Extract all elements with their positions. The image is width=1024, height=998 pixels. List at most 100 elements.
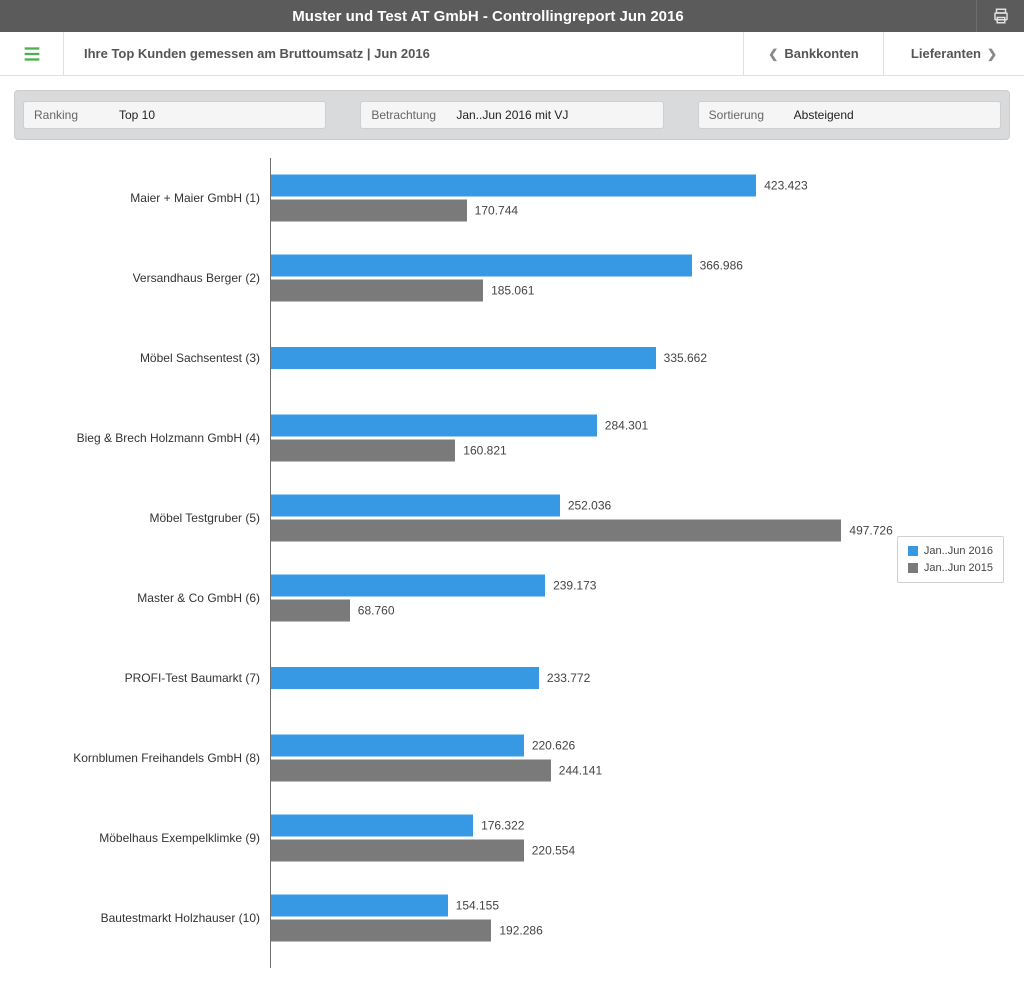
bar-pair: 176.322220.554	[271, 812, 844, 865]
bar-pair: 284.301 160.821	[271, 412, 844, 465]
ranking-filter[interactable]: Ranking Top 10	[23, 101, 326, 129]
top-bar: Muster und Test AT GmbH - Controllingrep…	[0, 0, 1024, 32]
bar-fill	[271, 255, 692, 277]
chart-row: Möbelhaus Exempelklimke (9)176.322220.55…	[30, 798, 994, 878]
chart-row: Master & Co GmbH (6) 239.173 68.760	[30, 558, 994, 638]
bar-fill	[271, 440, 455, 462]
bar-value: 154.155	[448, 895, 499, 917]
menu-icon	[21, 43, 43, 65]
print-icon	[992, 7, 1010, 25]
bar: 192.286	[271, 920, 491, 942]
next-page-button[interactable]: Lieferanten ❯	[884, 32, 1024, 75]
bar: 244.141	[271, 760, 551, 782]
bar-fill	[271, 575, 545, 597]
chart-row-label: Maier + Maier GmbH (1)	[30, 158, 262, 238]
chart-row: Bautestmarkt Holzhauser (10) 154.155 192.2…	[30, 878, 994, 958]
chart-row: Maier + Maier GmbH (1) 423.423 170.744	[30, 158, 994, 238]
bar: 176.322	[271, 815, 473, 837]
prev-page-label: Bankkonten	[784, 46, 858, 61]
period-label: Betrachtung	[371, 108, 456, 122]
ranking-label: Ranking	[34, 108, 119, 122]
bar-fill	[271, 415, 597, 437]
chart-row: Kornblumen Freihandels GmbH (8) 220.626 24…	[30, 718, 994, 798]
bar-fill	[271, 280, 483, 302]
prev-page-button[interactable]: ❮ Bankkonten	[744, 32, 884, 75]
bar-fill	[271, 600, 350, 622]
menu-button[interactable]	[0, 32, 64, 75]
bar: 185.061	[271, 280, 483, 302]
chart-row-label: Bautestmarkt Holzhauser (10)	[30, 878, 262, 958]
chart-row: Möbel Testgruber (5) 252.036 497.726	[30, 478, 994, 558]
bar-pair: 239.173 68.760	[271, 572, 844, 625]
bar: 284.301	[271, 415, 597, 437]
chevron-right-icon: ❯	[987, 47, 997, 61]
bar: 68.760	[271, 600, 350, 622]
bar-value: 233.772	[539, 667, 590, 689]
customer-revenue-chart: Jan..Jun 2016 Jan..Jun 2015 Maier + Maie…	[30, 158, 994, 968]
print-button[interactable]	[976, 0, 1024, 32]
bar-value: 335.662	[656, 347, 707, 369]
bar-value: 239.173	[545, 575, 596, 597]
bar: 239.173	[271, 575, 545, 597]
sort-filter[interactable]: Sortierung Absteigend	[698, 101, 1001, 129]
bar-fill	[271, 735, 524, 757]
bar-value: 497.726	[841, 520, 892, 542]
bar-pair: 366.986 185.061	[271, 252, 844, 305]
bar-fill	[271, 760, 551, 782]
bar-fill	[271, 895, 448, 917]
bar-pair: 423.423 170.744	[271, 172, 844, 225]
page-subtitle: Ihre Top Kunden gemessen am Bruttoumsatz…	[64, 32, 744, 75]
bar-value: 244.141	[551, 760, 602, 782]
bar: 366.986	[271, 255, 692, 277]
period-filter[interactable]: Betrachtung Jan..Jun 2016 mit VJ	[360, 101, 663, 129]
bar-pair: 220.626 244.141	[271, 732, 844, 785]
bar-pair: 252.036 497.726	[271, 492, 844, 545]
period-value: Jan..Jun 2016 mit VJ	[456, 108, 652, 122]
bar-fill	[271, 667, 539, 689]
bar-fill	[271, 840, 524, 862]
bar-pair: 154.155 192.286	[271, 892, 844, 945]
nav-row: Ihre Top Kunden gemessen am Bruttoumsatz…	[0, 32, 1024, 76]
chart-row-label: Master & Co GmbH (6)	[30, 558, 262, 638]
bar: 423.423	[271, 175, 756, 197]
chart-row: Bieg & Brech Holzmann GmbH (4) 284.301 160…	[30, 398, 994, 478]
sort-value: Absteigend	[794, 108, 990, 122]
chart-row: Möbel Sachsentest (3) 335.662	[30, 318, 994, 398]
bar: 220.626	[271, 735, 524, 757]
bar: 233.772	[271, 667, 539, 689]
bar-value: 192.286	[491, 920, 542, 942]
bar: 252.036	[271, 495, 560, 517]
chart-row-label: Möbel Sachsentest (3)	[30, 318, 262, 398]
bar: 160.821	[271, 440, 455, 462]
bar-value: 366.986	[692, 255, 743, 277]
bar-fill	[271, 347, 656, 369]
bar-value: 284.301	[597, 415, 648, 437]
bar: 335.662	[271, 347, 656, 369]
sort-label: Sortierung	[709, 108, 794, 122]
bar-fill	[271, 520, 841, 542]
bar-fill	[271, 815, 473, 837]
chart-row-label: Möbel Testgruber (5)	[30, 478, 262, 558]
chart-row-label: Bieg & Brech Holzmann GmbH (4)	[30, 398, 262, 478]
report-title: Muster und Test AT GmbH - Controllingrep…	[0, 0, 976, 32]
bar-value: 220.626	[524, 735, 575, 757]
bar: 497.726	[271, 520, 841, 542]
bar: 170.744	[271, 200, 467, 222]
bar-fill	[271, 175, 756, 197]
chevron-left-icon: ❮	[768, 47, 778, 61]
bar-fill	[271, 495, 560, 517]
bar-value: 423.423	[756, 175, 807, 197]
chart-row-label: Kornblumen Freihandels GmbH (8)	[30, 718, 262, 798]
chart-row-label: Möbelhaus Exempelklimke (9)	[30, 798, 262, 878]
bar-value: 220.554	[524, 840, 575, 862]
bar-value: 176.322	[473, 815, 524, 837]
bar-fill	[271, 920, 491, 942]
bar-value: 68.760	[350, 600, 395, 622]
filter-bar: Ranking Top 10 Betrachtung Jan..Jun 2016…	[14, 90, 1010, 140]
bar: 154.155	[271, 895, 448, 917]
chart-row: Versandhaus Berger (2)366.986185.061	[30, 238, 994, 318]
ranking-value: Top 10	[119, 108, 315, 122]
chart-row: PROFI-Test Baumarkt (7)233.772	[30, 638, 994, 718]
next-page-label: Lieferanten	[911, 46, 981, 61]
bar-fill	[271, 200, 467, 222]
